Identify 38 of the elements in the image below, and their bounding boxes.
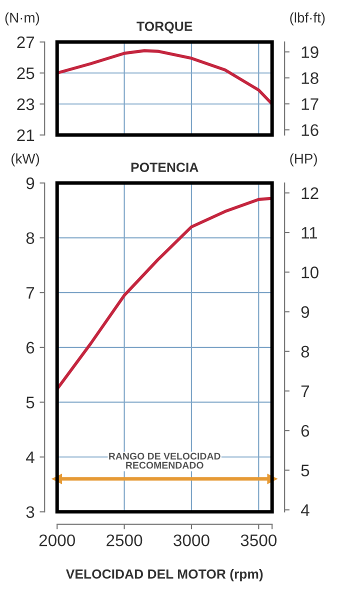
x-axis-title: VELOCIDAD DEL MOTOR (rpm) — [66, 569, 263, 582]
y-tick-label: 3 — [26, 506, 34, 518]
y2-tick-label: 12 — [302, 187, 318, 199]
y-tick-label: 9 — [26, 177, 34, 190]
x-tick-label: 3500 — [240, 534, 277, 546]
y2-tick-label: 7 — [301, 386, 309, 398]
line-series — [57, 49, 272, 106]
y2-tick-label: 6 — [301, 424, 310, 437]
y2-tick-label: 4 — [300, 504, 310, 516]
x-tick-label: 2500 — [106, 534, 142, 546]
x-tick-label: 2000 — [39, 534, 76, 546]
line-series — [57, 196, 272, 391]
y-axis-title: (kW) — [11, 153, 40, 166]
y2-tick-label: 9 — [301, 306, 310, 318]
y2-tick-label: 18 — [302, 72, 318, 84]
y-tick-label: 6 — [26, 342, 34, 354]
chart-title: TORQUE — [136, 22, 192, 34]
y-tick-label: 27 — [17, 36, 34, 48]
y2-tick-label: 8 — [301, 346, 310, 358]
y2-tick-label: 17 — [302, 98, 318, 110]
ref-line-label: RANGO DE VELOCIDAD RECOMENDADO — [109, 452, 220, 469]
x-tick-label: 3000 — [174, 534, 210, 546]
y-tick-label: 25 — [17, 67, 34, 80]
y2-tick-label: 16 — [302, 124, 318, 136]
y-tick-label: 21 — [17, 129, 34, 142]
y2-tick-label: 5 — [301, 464, 310, 476]
y-tick-label: 4 — [26, 452, 34, 464]
y-tick-label: 7 — [26, 287, 34, 299]
y-tick-label: 23 — [17, 98, 34, 110]
y-axis-title: (N·m) — [5, 12, 40, 26]
y2-tick-label: 11 — [302, 227, 318, 239]
y2-tick-label: 19 — [302, 46, 318, 58]
y2-axis-title: (lbf·ft) — [290, 12, 325, 26]
y2-tick-label: 10 — [302, 266, 318, 278]
chart-title: POTENCIA — [131, 162, 198, 172]
y-tick-label: 8 — [26, 232, 34, 244]
y2-axis-title: (HP) — [290, 153, 317, 166]
y-tick-label: 5 — [26, 396, 34, 408]
